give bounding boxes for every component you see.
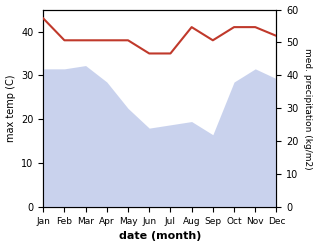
- Y-axis label: med. precipitation (kg/m2): med. precipitation (kg/m2): [303, 48, 313, 169]
- X-axis label: date (month): date (month): [119, 231, 201, 242]
- Y-axis label: max temp (C): max temp (C): [5, 75, 16, 142]
